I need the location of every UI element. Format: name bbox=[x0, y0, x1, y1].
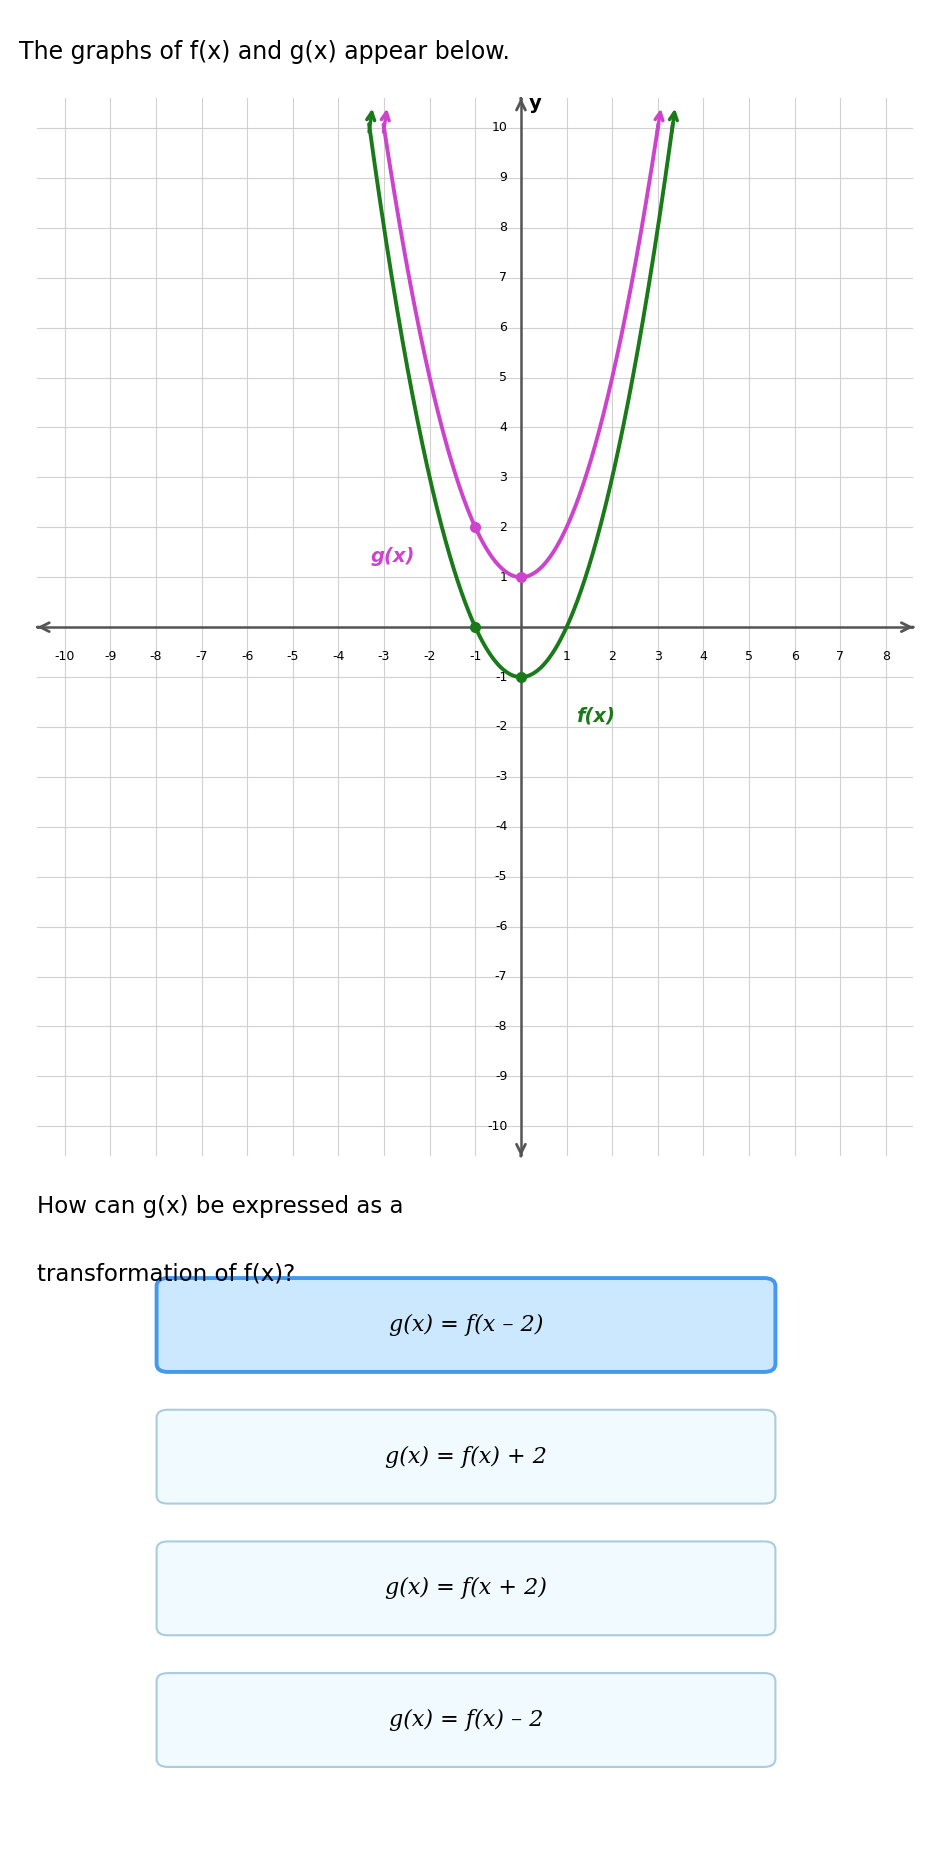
Text: -9: -9 bbox=[495, 1069, 507, 1082]
Text: g(x): g(x) bbox=[370, 548, 415, 566]
FancyBboxPatch shape bbox=[157, 1410, 775, 1504]
Text: -6: -6 bbox=[241, 649, 254, 662]
Text: 3: 3 bbox=[654, 649, 662, 662]
Text: transformation of f(x)?: transformation of f(x)? bbox=[37, 1262, 295, 1286]
Text: -3: -3 bbox=[495, 770, 507, 783]
Text: -10: -10 bbox=[487, 1119, 507, 1132]
Text: -1: -1 bbox=[469, 649, 482, 662]
FancyBboxPatch shape bbox=[157, 1672, 775, 1767]
Text: -4: -4 bbox=[332, 649, 345, 662]
Text: -8: -8 bbox=[150, 649, 162, 662]
Text: -2: -2 bbox=[495, 720, 507, 733]
Text: 10: 10 bbox=[491, 122, 507, 135]
Text: -7: -7 bbox=[196, 649, 208, 662]
Text: -7: -7 bbox=[495, 969, 507, 982]
Text: 4: 4 bbox=[500, 422, 507, 435]
Text: 6: 6 bbox=[790, 649, 799, 662]
Text: -6: -6 bbox=[495, 919, 507, 932]
Text: -2: -2 bbox=[423, 649, 436, 662]
Text: -10: -10 bbox=[54, 649, 75, 662]
Text: How can g(x) be expressed as a: How can g(x) be expressed as a bbox=[37, 1195, 404, 1217]
Text: 8: 8 bbox=[882, 649, 890, 662]
Text: -3: -3 bbox=[377, 649, 391, 662]
Text: 2: 2 bbox=[609, 649, 616, 662]
Text: -5: -5 bbox=[286, 649, 299, 662]
Text: f(x): f(x) bbox=[576, 707, 614, 725]
Text: -9: -9 bbox=[104, 649, 116, 662]
Text: 1: 1 bbox=[563, 649, 570, 662]
Text: g(x) = f(x) + 2: g(x) = f(x) + 2 bbox=[385, 1445, 547, 1467]
Text: 4: 4 bbox=[700, 649, 707, 662]
Text: 8: 8 bbox=[500, 222, 507, 235]
Text: -1: -1 bbox=[495, 670, 507, 683]
FancyBboxPatch shape bbox=[157, 1541, 775, 1635]
Text: -4: -4 bbox=[495, 820, 507, 832]
Text: 9: 9 bbox=[500, 172, 507, 185]
Text: 1: 1 bbox=[500, 572, 507, 585]
Text: g(x) = f(x + 2): g(x) = f(x + 2) bbox=[385, 1578, 547, 1600]
Text: -5: -5 bbox=[495, 870, 507, 882]
Text: -8: -8 bbox=[495, 1019, 507, 1032]
Text: 7: 7 bbox=[500, 272, 507, 285]
Text: 5: 5 bbox=[500, 372, 507, 385]
Text: 7: 7 bbox=[836, 649, 844, 662]
Text: 2: 2 bbox=[500, 522, 507, 535]
Text: y: y bbox=[528, 94, 541, 113]
Text: 3: 3 bbox=[500, 472, 507, 485]
Text: 6: 6 bbox=[500, 322, 507, 335]
Text: The graphs of f(x) and g(x) appear below.: The graphs of f(x) and g(x) appear below… bbox=[19, 41, 510, 63]
Text: 5: 5 bbox=[745, 649, 753, 662]
Text: g(x) = f(x) – 2: g(x) = f(x) – 2 bbox=[389, 1709, 543, 1732]
Text: g(x) = f(x – 2): g(x) = f(x – 2) bbox=[389, 1314, 543, 1336]
FancyBboxPatch shape bbox=[157, 1278, 775, 1373]
